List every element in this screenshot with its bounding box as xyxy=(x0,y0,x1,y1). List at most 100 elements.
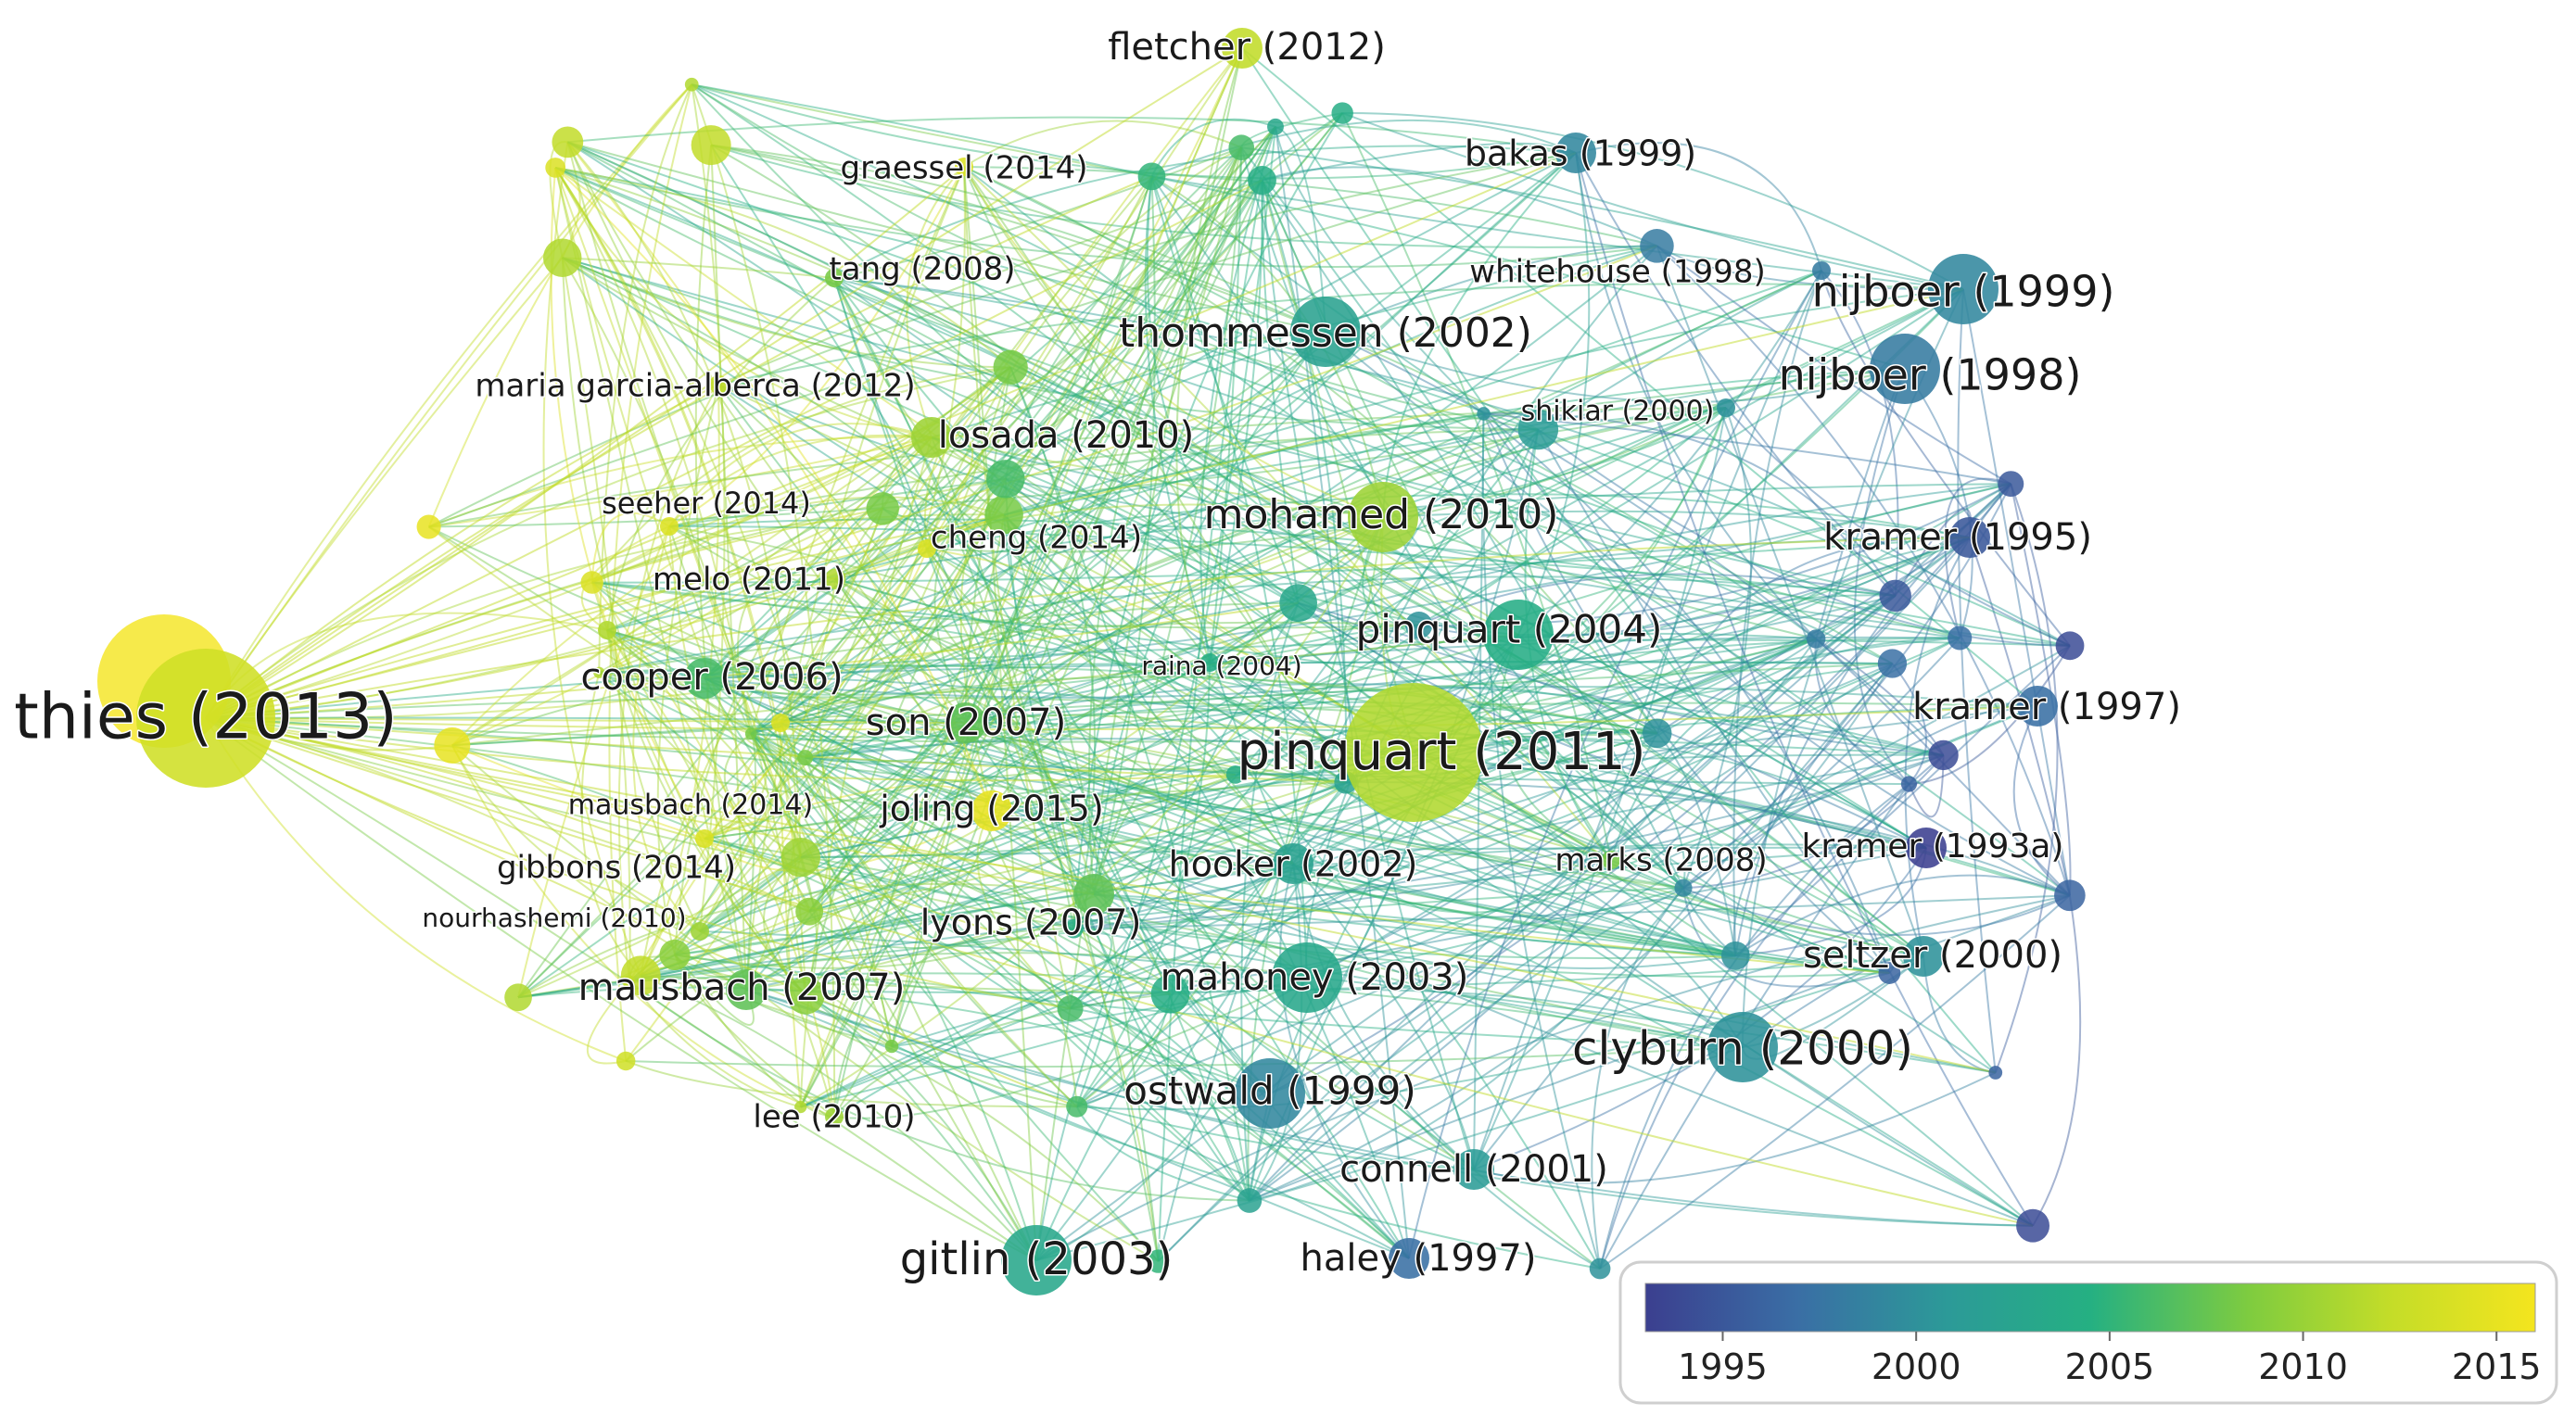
node-joling2015[interactable] xyxy=(971,790,1012,831)
node-whitehouse1998[interactable] xyxy=(1812,261,1831,280)
publication-node[interactable] xyxy=(1064,918,1084,939)
node-nijboer1999[interactable] xyxy=(1928,254,1999,324)
node-mohamed2010[interactable] xyxy=(1348,482,1418,552)
publication-node[interactable] xyxy=(824,568,846,589)
publication-node[interactable] xyxy=(504,983,532,1012)
node-pinquart2011[interactable] xyxy=(1344,683,1483,822)
publication-node[interactable] xyxy=(1477,407,1491,421)
publication-node[interactable] xyxy=(1137,162,1166,191)
node-raina2004[interactable] xyxy=(1200,653,1219,672)
publication-node[interactable] xyxy=(1331,102,1353,124)
node-cheng2014[interactable] xyxy=(918,539,936,558)
node-nourhashemi2010[interactable] xyxy=(691,922,709,941)
publication-node[interactable] xyxy=(1066,1095,1088,1118)
node-ostwald1999[interactable] xyxy=(1235,1058,1305,1129)
node-tang2008[interactable] xyxy=(825,269,844,287)
node-son2007[interactable] xyxy=(945,702,986,743)
publication-node[interactable] xyxy=(866,492,899,525)
publication-node[interactable] xyxy=(786,976,825,1015)
node-kramer1993a[interactable] xyxy=(1906,828,1947,868)
node-mariagarcia2012[interactable] xyxy=(709,375,728,394)
publication-node[interactable] xyxy=(620,955,661,996)
node-cooper2006[interactable] xyxy=(684,658,725,699)
publication-node[interactable] xyxy=(1589,1257,1611,1280)
publication-node[interactable] xyxy=(1279,584,1318,623)
publication-node[interactable] xyxy=(1248,166,1276,195)
node-seltzer2000[interactable] xyxy=(1903,936,1944,977)
node-fletcher2012[interactable] xyxy=(1222,28,1263,69)
publication-node[interactable] xyxy=(580,571,603,594)
publication-node[interactable] xyxy=(1877,649,1908,678)
node-kramer1997[interactable] xyxy=(2017,686,2058,727)
publication-node[interactable] xyxy=(744,727,757,740)
node-thies2013[interactable] xyxy=(136,649,275,788)
node-graessel2014[interactable] xyxy=(955,158,973,176)
publication-node[interactable] xyxy=(1806,629,1826,649)
publication-node[interactable] xyxy=(542,238,582,277)
node-nijboer1998[interactable] xyxy=(1870,334,1940,404)
publication-node[interactable] xyxy=(797,750,814,766)
node-hooker2002[interactable] xyxy=(1273,843,1313,884)
node-shikiar2000[interactable] xyxy=(1717,398,1735,417)
publication-node[interactable] xyxy=(795,897,824,926)
publication-node[interactable] xyxy=(416,514,441,539)
publication-node[interactable] xyxy=(1150,974,1190,1014)
node-pinquart2004[interactable] xyxy=(1483,600,1554,670)
publication-node[interactable] xyxy=(691,125,731,166)
publication-node[interactable] xyxy=(615,1051,636,1071)
node-losada2010[interactable] xyxy=(911,417,952,458)
publication-node[interactable] xyxy=(1948,626,1973,651)
node-lyons2007[interactable] xyxy=(1073,874,1114,915)
publication-node[interactable] xyxy=(1267,118,1284,135)
publication-node[interactable] xyxy=(1517,409,1559,450)
publication-node[interactable] xyxy=(545,158,566,178)
publication-node[interactable] xyxy=(993,349,1028,385)
citation-edge xyxy=(704,594,1896,699)
publication-node[interactable] xyxy=(2054,879,2086,912)
publication-node[interactable] xyxy=(2055,631,2085,661)
node-melo2011[interactable] xyxy=(598,621,616,639)
node-haley1997[interactable] xyxy=(1389,1238,1429,1279)
node-bakas1999[interactable] xyxy=(1555,133,1596,173)
node-seeher2014[interactable] xyxy=(660,517,679,536)
publication-node[interactable] xyxy=(1146,1249,1171,1273)
publication-node[interactable] xyxy=(2016,1208,2050,1243)
publication-node[interactable] xyxy=(684,77,699,92)
publication-node[interactable] xyxy=(1720,941,1750,970)
node-gitlin2003[interactable] xyxy=(1001,1225,1072,1295)
publication-node[interactable] xyxy=(1878,962,1901,984)
node-mahoney2003[interactable] xyxy=(1272,942,1342,1013)
publication-node[interactable] xyxy=(1057,995,1084,1022)
publication-node[interactable] xyxy=(1405,611,1433,639)
publication-node[interactable] xyxy=(1900,776,1918,792)
publication-node[interactable] xyxy=(780,838,821,878)
node-connell2001[interactable] xyxy=(1453,1149,1494,1190)
publication-node[interactable] xyxy=(1988,1066,2003,1080)
publication-node[interactable] xyxy=(659,939,691,970)
publication-node[interactable] xyxy=(1642,718,1672,749)
citation-edge xyxy=(1306,977,1601,1270)
node-mausbach2007[interactable] xyxy=(726,969,767,1010)
publication-node[interactable] xyxy=(1640,229,1674,263)
publication-node[interactable] xyxy=(884,1039,899,1054)
node-lee2010[interactable] xyxy=(825,1107,844,1126)
publication-node[interactable] xyxy=(1237,1188,1263,1213)
publication-node[interactable] xyxy=(1879,579,1911,613)
node-thommessen2002[interactable] xyxy=(1290,297,1361,367)
publication-node[interactable] xyxy=(552,126,584,158)
node-mausbach2014[interactable] xyxy=(771,714,790,732)
node-kramer1995[interactable] xyxy=(1949,517,1990,558)
publication-node[interactable] xyxy=(1225,765,1245,784)
publication-node[interactable] xyxy=(593,666,605,678)
publication-node[interactable] xyxy=(434,727,471,764)
publication-node[interactable] xyxy=(984,495,1023,535)
publication-node[interactable] xyxy=(986,460,1025,499)
publication-node[interactable] xyxy=(794,1101,807,1114)
node-gibbons2014[interactable] xyxy=(695,829,714,848)
publication-node[interactable] xyxy=(1998,471,2024,498)
publication-node[interactable] xyxy=(1228,134,1255,161)
node-marks2008[interactable] xyxy=(1602,851,1620,869)
publication-node[interactable] xyxy=(1928,739,1959,771)
publication-node[interactable] xyxy=(1674,878,1693,897)
node-clyburn2000[interactable] xyxy=(1707,1012,1778,1082)
